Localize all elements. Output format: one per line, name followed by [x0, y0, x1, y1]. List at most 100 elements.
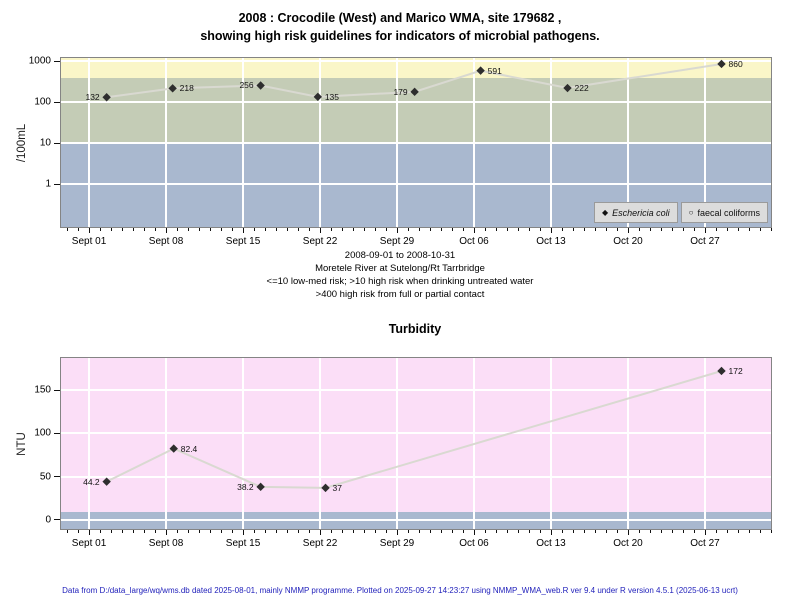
x-axis-tick: [705, 228, 706, 233]
x-axis-tick: [243, 530, 245, 535]
y-tick-label: 100: [34, 427, 51, 439]
horizontal-gridline: [61, 389, 771, 392]
x-axis-tick: [430, 530, 432, 533]
x-axis-tick: [485, 228, 487, 231]
x-tick-label: Oct 13: [536, 538, 566, 549]
x-axis-tick: [518, 228, 520, 231]
data-series: [102, 59, 726, 102]
subtitle-risk-note-1: <=10 low-med risk; >10 high risk when dr…: [266, 276, 534, 287]
x-axis-tick: [199, 228, 201, 231]
x-axis-tick: [386, 530, 388, 533]
data-point-label: 132: [85, 92, 100, 103]
vertical-gridline: [319, 358, 322, 529]
series-line: [106, 62, 722, 99]
filled-diamond-icon: ◆: [601, 207, 609, 217]
x-tick-label: Sept 29: [379, 236, 415, 247]
legend-item-faecal-coliforms: ○ faecal coliforms: [680, 202, 768, 223]
x-axis-tick: [364, 228, 366, 231]
y-tick-label: 1: [45, 178, 51, 190]
data-point-marker: [410, 87, 419, 97]
x-axis-tick: [122, 228, 124, 231]
data-point-marker: [321, 483, 330, 493]
data-point-label: 37: [332, 482, 342, 493]
vertical-gridline: [165, 358, 168, 529]
horizontal-gridline: [61, 432, 771, 435]
x-axis-tick: [628, 228, 629, 233]
data-point-label: 591: [487, 65, 502, 76]
data-point-marker: [102, 477, 111, 486]
x-axis-tick: [584, 530, 585, 533]
x-axis-tick: [221, 530, 223, 533]
y-axis-tick: [54, 389, 60, 391]
x-axis-tick: [122, 530, 124, 533]
x-axis-tick: [144, 530, 146, 533]
x-axis-tick: [342, 530, 344, 533]
x-axis-tick: [529, 530, 531, 533]
figure-title: 2008 : Crocodile (West) and Marico WMA, …: [0, 9, 800, 45]
data-point-marker: [563, 83, 572, 93]
x-axis-tick: [573, 228, 574, 231]
x-axis-tick: [309, 530, 311, 533]
x-axis-tick: [463, 228, 465, 231]
x-tick-label: Sept 22: [302, 538, 338, 549]
x-axis-tick: [111, 530, 113, 533]
x-axis-tick: [408, 228, 410, 231]
x-axis-tick: [265, 228, 267, 231]
data-point-label: 179: [393, 86, 408, 97]
y-axis-tick: [54, 60, 60, 62]
x-axis-tick: [221, 228, 223, 231]
vertical-gridline: [627, 358, 629, 529]
x-axis-tick: [650, 530, 651, 533]
x-axis-tick: [419, 530, 421, 533]
data-point-label: 218: [179, 83, 194, 94]
legend-item-ecoli: ◆ Eschericia coli: [593, 202, 678, 223]
x-tick-label: Sept 08: [148, 236, 184, 247]
x-axis-tick: [452, 530, 454, 533]
x-axis-tick: [507, 228, 509, 231]
footer-note: Data from D:/data_large/wq/wms.db dated …: [62, 586, 738, 595]
data-point-label: 222: [574, 83, 589, 94]
x-axis-tick: [210, 228, 212, 231]
band-high-risk-full-or-partial-contact: [61, 58, 771, 78]
horizontal-gridline: [61, 142, 771, 145]
x-axis-tick: [617, 530, 618, 533]
x-tick-label: Oct 27: [690, 236, 720, 247]
data-point-label: 860: [728, 58, 743, 69]
x-axis-tick: [254, 530, 256, 533]
x-axis-tick: [265, 530, 267, 533]
x-axis-tick: [419, 228, 421, 231]
data-point-label: 82.4: [180, 443, 198, 454]
x-axis-tick: [738, 530, 739, 533]
x-axis-tick: [276, 530, 278, 533]
x-axis-tick: [540, 530, 542, 533]
x-axis-tick: [276, 228, 278, 231]
x-axis-tick: [364, 530, 366, 533]
x-axis-tick: [408, 530, 410, 533]
x-axis-tick: [749, 228, 750, 231]
horizontal-gridline: [61, 60, 771, 63]
y-tick-label: 10: [39, 137, 51, 149]
vertical-gridline: [242, 358, 245, 529]
vertical-gridline: [704, 358, 706, 529]
horizontal-gridline: [61, 475, 771, 478]
x-tick-label: Oct 13: [536, 236, 566, 247]
x-axis-tick: [430, 228, 432, 231]
x-axis-tick: [573, 530, 574, 533]
subtitle-date-range: 2008-09-01 to 2008-10-31: [344, 250, 456, 261]
y-tick-label: 150: [34, 384, 51, 396]
y-tick-label: 0: [45, 514, 51, 526]
x-axis-tick: [683, 530, 684, 533]
x-axis-tick: [375, 228, 377, 231]
x-axis-tick: [133, 228, 135, 231]
x-axis-tick: [606, 228, 607, 231]
data-point-marker: [717, 59, 726, 69]
x-axis-tick: [694, 228, 695, 231]
x-axis-tick: [155, 228, 157, 231]
figure-title-line1: 2008 : Crocodile (West) and Marico WMA, …: [238, 11, 562, 25]
x-axis-tick: [397, 228, 399, 233]
x-axis-tick: [331, 228, 333, 231]
x-axis-tick: [595, 228, 596, 231]
legend: ◆ Eschericia coli ○ faecal coliforms: [593, 202, 768, 223]
x-tick-label: Sept 15: [225, 236, 261, 247]
